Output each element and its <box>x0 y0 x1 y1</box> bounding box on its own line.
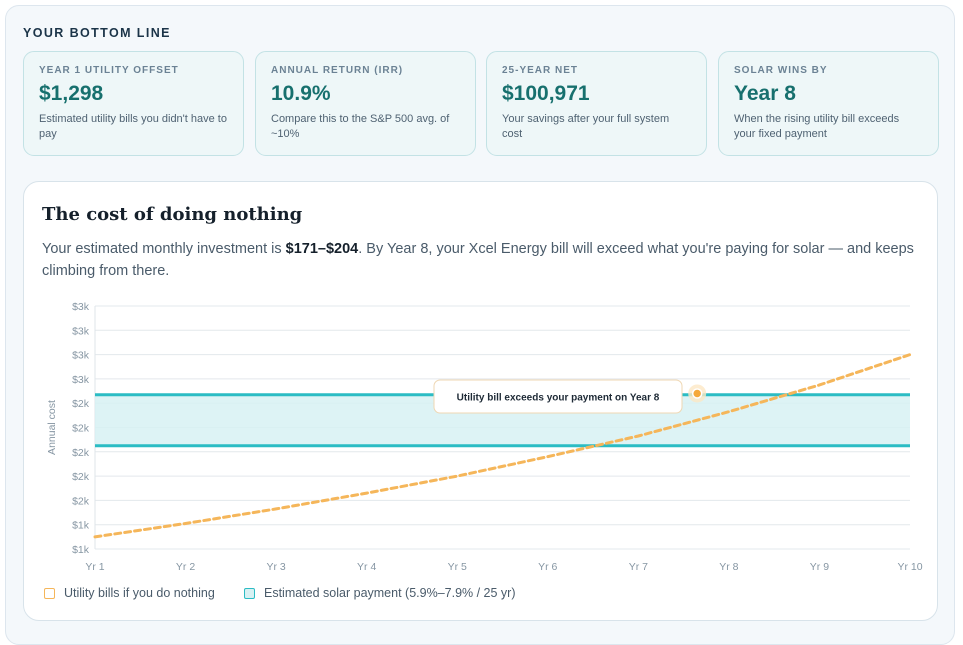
y-tick-label: $2k <box>72 471 90 483</box>
y-tick-label: $1k <box>72 520 90 532</box>
stat-desc: Compare this to the S&P 500 avg. of ~10% <box>271 113 450 140</box>
stat-value: 10.9% <box>271 82 331 105</box>
subtitle-payment-range: $171–$204 <box>285 241 359 257</box>
stat-desc: Your savings after your full system cost <box>502 113 670 140</box>
legend-item-utility[interactable]: Utility bills if you do nothing <box>44 586 215 600</box>
x-tick-label: Yr 3 <box>266 561 285 573</box>
chart-subtitle: Your estimated monthly investment is $17… <box>42 238 922 282</box>
stat-label: YEAR 1 UTILITY OFFSET <box>39 65 179 76</box>
cost-chart: $3k $3k $3k $3k $2k $2k $2k $2k $2k $1k $1k Annual … <box>46 301 923 573</box>
x-tick-label: Yr 5 <box>448 561 467 573</box>
x-tick-label: Yr 7 <box>629 561 648 573</box>
stat-desc: Estimated utility bills you didn't have … <box>39 113 227 140</box>
annotation-box <box>433 379 683 414</box>
y-tick-label: $2k <box>72 398 90 410</box>
chart-title: The cost of doing nothing <box>42 204 303 225</box>
stat-desc: When the rising utility bill exceeds you… <box>734 113 900 140</box>
y-tick-label: $2k <box>72 447 90 459</box>
stat-card-annual-return: ANNUAL RETURN (IRR) 10.9% Compare this t… <box>255 51 476 156</box>
x-tick-label: Yr 1 <box>85 561 104 573</box>
section-title: YOUR BOTTOM LINE <box>23 26 171 40</box>
legend-item-solar[interactable]: Estimated solar payment (5.9%–7.9% / 25 … <box>244 586 516 600</box>
stat-value: $100,971 <box>502 82 590 105</box>
legend-label-solar: Estimated solar payment (5.9%–7.9% / 25 … <box>264 586 516 600</box>
stat-label: 25-YEAR NET <box>502 65 579 76</box>
y-tick-label: $3k <box>72 325 90 337</box>
utility-bill-line <box>93 353 912 539</box>
y-tick-label: $3k <box>72 350 90 362</box>
bottom-line-panel: YOUR BOTTOM LINE YEAR 1 UTILITY OFFSET $… <box>5 5 955 645</box>
stat-label: SOLAR WINS BY <box>734 65 828 76</box>
crossover-point[interactable] <box>691 388 703 399</box>
x-tick-label: Yr 6 <box>538 561 557 573</box>
x-tick-label: Yr 9 <box>810 561 829 573</box>
stat-card-solar-wins-by: SOLAR WINS BY Year 8 When the rising uti… <box>718 51 939 156</box>
legend-swatch-utility <box>44 587 55 599</box>
subtitle-text-start: Your estimated monthly investment is <box>42 241 286 257</box>
y-tick-label: $3k <box>72 301 90 313</box>
legend-label-utility: Utility bills if you do nothing <box>64 586 215 600</box>
x-tick-label: Yr 8 <box>719 561 738 573</box>
subtitle-text-end: . By Year 8, your Xcel Energy bill will … <box>42 241 914 279</box>
stat-card-utility-offset: YEAR 1 UTILITY OFFSET $1,298 Estimated u… <box>23 51 244 156</box>
y-tick-label: $3k <box>72 374 90 386</box>
legend-swatch-solar <box>244 587 255 599</box>
stat-value: $1,298 <box>39 82 104 105</box>
cost-of-nothing-card: The cost of doing nothing Your estimated… <box>23 181 938 621</box>
x-tick-label: Yr 10 <box>897 561 922 573</box>
x-tick-label: Yr 2 <box>176 561 195 573</box>
y-tick-label: $1k <box>72 544 90 556</box>
y-tick-label: $2k <box>72 495 90 507</box>
y-axis-label: Annual cost <box>46 400 58 455</box>
x-tick-label: Yr 4 <box>357 561 376 573</box>
stat-card-25-year-net: 25-YEAR NET $100,971 Your savings after … <box>486 51 707 156</box>
y-tick-label: $2k <box>72 423 90 435</box>
annotation-text: Utility bill exceeds your payment on Yea… <box>457 393 660 404</box>
stat-label: ANNUAL RETURN (IRR) <box>271 65 404 76</box>
stat-value: Year 8 <box>734 82 796 105</box>
